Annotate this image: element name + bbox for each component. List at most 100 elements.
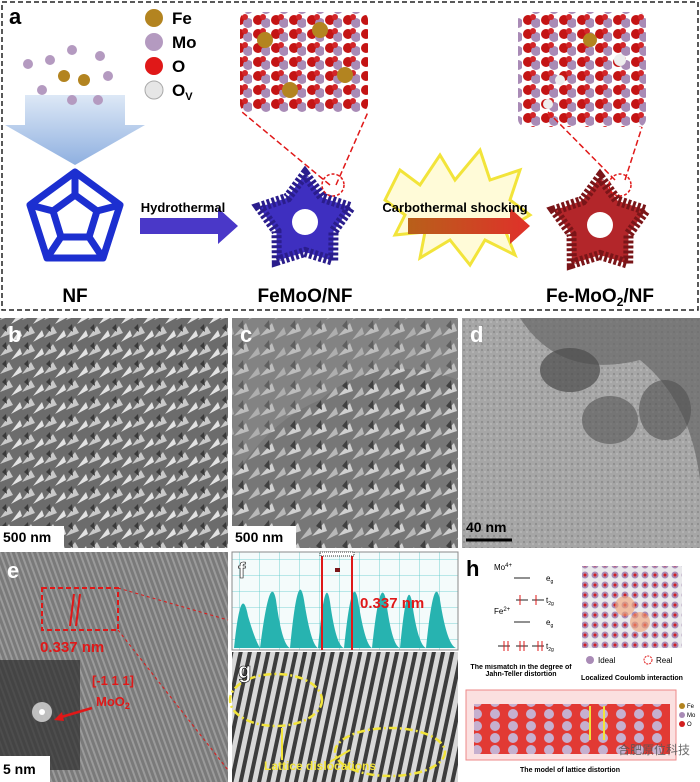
precursor-particles-shape — [5, 95, 145, 165]
panel-e-shape — [69, 593, 81, 627]
fe-moo2-structure-shape-shape — [587, 212, 613, 238]
label: Fe — [687, 704, 695, 710]
label: g — [550, 579, 553, 585]
label: Fe — [494, 607, 504, 616]
femoo-structure-shape — [241, 111, 369, 186]
panel-h: h Mo4+ Fe2+ eg t2g eg t2g The mismatch i… — [462, 552, 700, 782]
fe-moo2-structure-shape — [547, 111, 643, 181]
label: t — [546, 642, 549, 651]
label: Mo — [494, 563, 506, 572]
panel-g-shape — [228, 672, 324, 728]
precursor-particles-shape — [95, 51, 105, 61]
panel-f-shape — [319, 551, 355, 557]
fe-moo2-structure — [518, 12, 654, 271]
legend-shape — [145, 57, 163, 75]
panel-e-shape — [0, 756, 50, 782]
label: e — [546, 574, 551, 583]
label: Fe-MoO — [546, 286, 617, 307]
label: O — [172, 81, 185, 100]
label: 2g — [548, 647, 554, 653]
label: t2g — [546, 596, 554, 607]
label: h — [466, 556, 479, 581]
panel-e-shape — [117, 587, 229, 771]
label: a — [9, 4, 22, 29]
panel-h-shape — [589, 706, 605, 740]
fe-moo2-structure-shape — [555, 75, 565, 85]
legend-shape — [145, 33, 163, 51]
precursor-particles-shape — [67, 45, 77, 55]
label: Fe2+ — [494, 607, 511, 616]
femoo-structure-shape — [337, 67, 353, 83]
label: g — [550, 623, 553, 629]
precursor-particles-shape — [37, 85, 47, 95]
label: g — [238, 658, 251, 683]
fe-moo2-structure-shape — [518, 12, 646, 127]
hydrothermal-arrow: Hydrothermal — [140, 200, 238, 244]
panel-h-shape — [679, 712, 685, 718]
label: 500 nm — [235, 529, 283, 545]
femoo-structure-shape — [251, 165, 359, 268]
panel-b-shape — [0, 318, 228, 548]
label: Hydrothermal — [141, 200, 226, 215]
femoo-structure-shape — [312, 22, 328, 38]
panel-e-shape — [54, 712, 64, 721]
label: 2+ — [503, 607, 510, 613]
label: FeMoO/NF — [258, 286, 353, 307]
label: The model of lattice distortion — [520, 767, 620, 774]
panel-d-shape — [582, 396, 638, 444]
fe-moo2-structure-shape — [608, 173, 632, 197]
fe-moo2-structure-shape — [583, 33, 597, 47]
panel-b: b 500 nm — [0, 318, 228, 548]
label: t2g — [546, 642, 554, 653]
panel-h-shape — [630, 612, 650, 632]
label: 2g — [548, 601, 554, 607]
label: OV — [172, 81, 193, 103]
label: 0.337 nm — [360, 595, 424, 612]
precursor-particles-shape — [78, 74, 90, 86]
label: V — [185, 91, 193, 103]
energy-levels — [498, 577, 544, 651]
label: 2 — [617, 295, 624, 309]
panel-c: c 500 nm — [232, 318, 458, 548]
label: MoO — [96, 694, 125, 709]
panel-a: a Fe Mo O OV Hydrothermal Carbothermal s… — [1, 1, 699, 311]
label: Carbothermal shocking — [382, 200, 527, 215]
mismatch-caption: The mismatch in the degree of Jahn-Telle… — [470, 664, 572, 678]
label: [-1 1 1] — [92, 673, 134, 688]
label: eg — [546, 574, 553, 585]
precursor-particles-shape — [23, 59, 33, 69]
panel-c-shape — [232, 318, 458, 480]
panel-g: g Lattice dislocations — [228, 652, 458, 782]
label: 合肥原位科技 — [618, 742, 690, 757]
label: f — [238, 558, 246, 583]
nickel-foam-shape — [49, 191, 101, 241]
label: Lattice dislocations — [264, 759, 376, 773]
energy-levels-shape — [503, 595, 543, 651]
femoo-structure-shape — [321, 173, 345, 197]
label: b — [8, 322, 21, 347]
femoo-structure-shape — [240, 12, 368, 112]
label: MoO2 — [96, 694, 130, 711]
label: 500 nm — [3, 529, 51, 545]
label: 0.337 nm — [40, 639, 104, 656]
legend-shape — [145, 9, 163, 27]
panel-f-shape — [335, 568, 340, 572]
caption-text: The mismatch in the degree of Jahn-Telle… — [470, 664, 572, 678]
label: Real — [656, 656, 673, 665]
shock-arrow-shape — [408, 208, 530, 244]
shock-arrow: Carbothermal shocking — [382, 146, 533, 268]
label: t — [546, 596, 549, 605]
panel-f: f 0.337 nm — [231, 551, 459, 651]
panel-b-shape — [0, 526, 64, 548]
label: NF — [62, 286, 87, 307]
label: 5 nm — [3, 761, 36, 777]
panel-d-shape — [639, 380, 691, 440]
panel-d-shape — [520, 318, 700, 480]
panel-f-shape — [234, 589, 456, 648]
label: Mo — [172, 33, 197, 52]
panel-g-shape — [333, 726, 447, 778]
label: Mo4+ — [494, 563, 512, 572]
panel-h-shape — [679, 721, 685, 727]
label: eg — [546, 618, 553, 629]
